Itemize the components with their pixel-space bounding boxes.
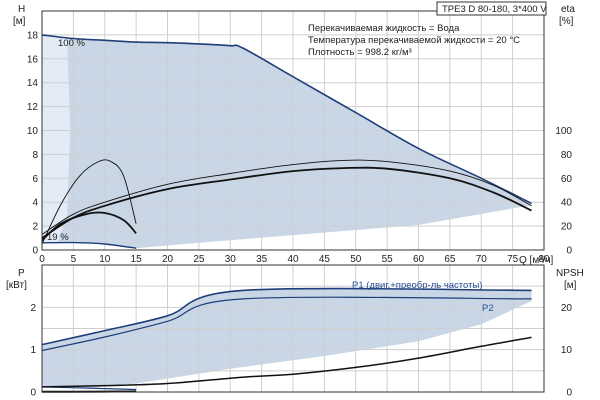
npsh-curve bbox=[41, 336, 532, 388]
curve-label-100: 100 % bbox=[58, 38, 85, 49]
top-ylabel-left-unit: [м] bbox=[13, 16, 26, 27]
efficiency-curve-100-thin bbox=[41, 159, 532, 235]
top-ylabel-right-name: eta bbox=[561, 4, 575, 15]
curve-label-19: 19 % bbox=[47, 232, 69, 243]
head-tick-label: 12 bbox=[27, 102, 39, 113]
eta-tick-label: 100 bbox=[555, 126, 572, 137]
power-envelope-fill bbox=[42, 288, 532, 388]
eta-tick-label: 0 bbox=[566, 246, 572, 257]
bottom-plot-frame bbox=[41, 264, 545, 393]
x-tick-label: 10 bbox=[99, 254, 111, 265]
bottom-ylabel-right-name: NPSH bbox=[556, 268, 584, 279]
power-tick-label: 2 bbox=[30, 303, 36, 314]
x-tick-label: 80 bbox=[538, 254, 550, 265]
head-tick-label: 18 bbox=[27, 30, 39, 41]
head-tick-label: 16 bbox=[27, 54, 39, 65]
head-tick-label: 2 bbox=[32, 222, 38, 233]
x-tick-label: 75 bbox=[507, 254, 519, 265]
head-tick-label: 6 bbox=[32, 174, 38, 185]
top-ylabel-right-unit: [%] bbox=[559, 16, 574, 27]
x-tick-label: 20 bbox=[162, 254, 174, 265]
x-tick-label: 40 bbox=[287, 254, 299, 265]
series-label-p2: P2 bbox=[482, 303, 494, 314]
p2-curve bbox=[41, 296, 532, 352]
x-tick-label: 55 bbox=[382, 254, 394, 265]
head-tick-label: 4 bbox=[32, 198, 38, 209]
x-tick-label: 25 bbox=[193, 254, 205, 265]
bottom-ylabel-right-unit: [м] bbox=[564, 280, 577, 291]
npsh-tick-label: 0 bbox=[566, 388, 572, 399]
x-tick-label: 5 bbox=[71, 254, 77, 265]
x-tick-label: 65 bbox=[444, 254, 456, 265]
efficiency-curve-19 bbox=[41, 211, 137, 242]
eta-tick-label: 20 bbox=[561, 222, 573, 233]
eta-tick-label: 80 bbox=[561, 150, 573, 161]
head-tick-label: 14 bbox=[27, 78, 39, 89]
head-envelope-fill bbox=[42, 34, 532, 249]
power-tick-label: 1 bbox=[30, 345, 36, 356]
efficiency-curve-100 bbox=[41, 166, 532, 239]
eta-tick-label: 60 bbox=[561, 174, 573, 185]
p1-curve bbox=[41, 287, 532, 346]
annotation-fluid: Перекачиваемая жидкость = Вода bbox=[308, 23, 460, 34]
head-curve-19 bbox=[41, 241, 137, 249]
curves bbox=[41, 34, 532, 393]
envelope-fills bbox=[42, 34, 532, 388]
series-label-p1: P1 (двиг.+преобр-ль частоты) bbox=[352, 280, 482, 291]
x-tick-label: 35 bbox=[256, 254, 268, 265]
x-tick-label: 15 bbox=[131, 254, 143, 265]
x-tick-label: 0 bbox=[39, 254, 45, 265]
x-tick-label: 70 bbox=[476, 254, 488, 265]
x-tick-label: 50 bbox=[350, 254, 362, 265]
head-curve-100 bbox=[41, 34, 532, 205]
bottom-ylabel-left-name: P bbox=[18, 268, 25, 279]
npsh-tick-label: 10 bbox=[561, 345, 573, 356]
title-box bbox=[436, 1, 547, 16]
top-ylabel-left-name: H bbox=[18, 4, 25, 15]
x-tick-label: 45 bbox=[319, 254, 331, 265]
head-envelope-fill-light bbox=[42, 34, 71, 243]
top-plot-frame bbox=[41, 10, 545, 251]
frames bbox=[41, 10, 545, 393]
head-tick-label: 10 bbox=[27, 126, 39, 137]
head-tick-label: 8 bbox=[32, 150, 38, 161]
npsh-tick-label: 20 bbox=[561, 303, 573, 314]
efficiency-curve-19-thin bbox=[41, 159, 137, 245]
x-tick-label: 30 bbox=[225, 254, 237, 265]
power-tick-label: 0 bbox=[30, 388, 36, 399]
bottom-ylabel-left-unit: [кВт] bbox=[6, 280, 27, 291]
annotation-temperature: Температура перекачиваемой жидкости = 20… bbox=[308, 35, 520, 46]
head-tick-label: 0 bbox=[32, 246, 38, 257]
x-tick-label: 60 bbox=[413, 254, 425, 265]
chart-title: TPE3 D 80-180, 3*400 V bbox=[442, 4, 547, 15]
tick-labels: 0 5 10 15 20 25 30 35 40 45 50 55 60 65 70 75 8002468101… bbox=[27, 30, 573, 398]
x-axis-label: Q [м³/ч] bbox=[519, 255, 554, 266]
annotation-density: Плотность = 998.2 кг/м³ bbox=[308, 47, 412, 58]
eta-tick-label: 40 bbox=[561, 198, 573, 209]
